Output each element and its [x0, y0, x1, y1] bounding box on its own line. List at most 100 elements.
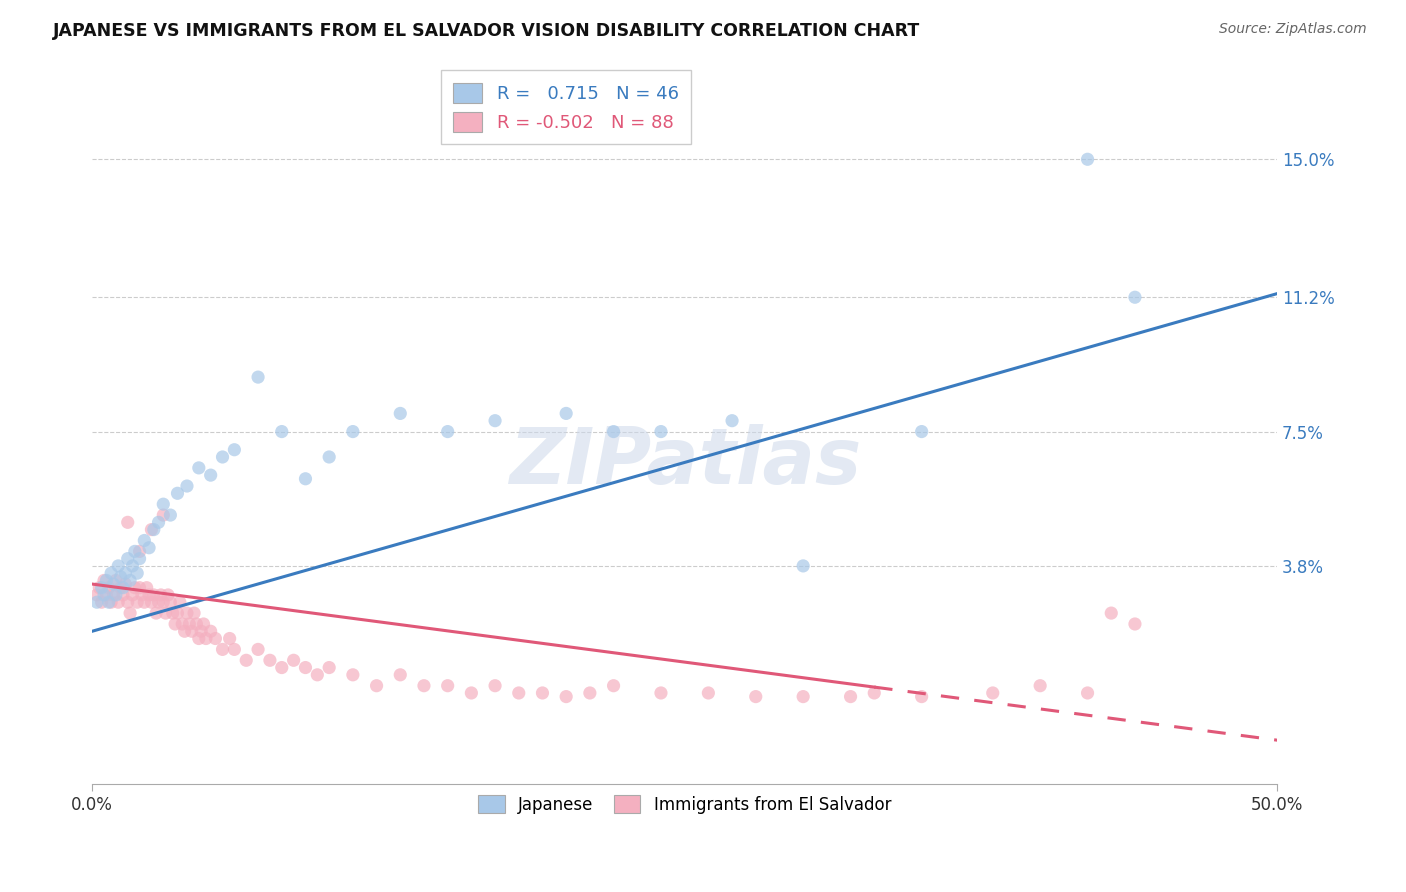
Point: [110, 581, 132, 595]
Point: [145, 606, 167, 620]
Point: [128, 581, 150, 595]
Point: [152, 595, 174, 609]
Point: [211, 450, 233, 464]
Point: [127, 566, 149, 581]
Point: [176, 479, 198, 493]
Point: [200, 468, 222, 483]
Point: [90, 581, 112, 595]
Point: [602, 425, 624, 439]
Point: [200, 624, 222, 639]
Point: [1077, 153, 1099, 167]
Point: [141, 523, 163, 537]
Point: [179, 617, 201, 632]
Point: [792, 690, 814, 704]
Point: [1029, 679, 1052, 693]
Point: [120, 574, 142, 588]
Point: [193, 617, 215, 632]
Point: [124, 544, 146, 558]
Point: [211, 642, 233, 657]
Point: [120, 606, 142, 620]
Point: [159, 508, 181, 522]
Point: [127, 595, 149, 609]
Point: [911, 690, 934, 704]
Point: [128, 551, 150, 566]
Point: [247, 370, 270, 384]
Point: [413, 679, 436, 693]
Point: [156, 588, 179, 602]
Point: [186, 617, 208, 632]
Point: [89, 581, 111, 595]
Point: [366, 679, 388, 693]
Point: [100, 595, 122, 609]
Point: [172, 617, 194, 632]
Point: [650, 425, 672, 439]
Point: [166, 606, 188, 620]
Point: [96, 574, 118, 588]
Point: [155, 606, 177, 620]
Point: [579, 686, 602, 700]
Point: [103, 577, 125, 591]
Point: [259, 653, 281, 667]
Point: [121, 588, 143, 602]
Point: [134, 595, 156, 609]
Point: [389, 668, 412, 682]
Point: [190, 624, 212, 639]
Point: [134, 533, 156, 548]
Point: [224, 442, 246, 457]
Point: [103, 588, 125, 602]
Point: [110, 570, 132, 584]
Text: Source: ZipAtlas.com: Source: ZipAtlas.com: [1219, 22, 1367, 37]
Point: [152, 508, 174, 522]
Point: [318, 450, 340, 464]
Point: [100, 566, 122, 581]
Point: [138, 541, 160, 555]
Legend: Japanese, Immigrants from El Salvador: Japanese, Immigrants from El Salvador: [467, 783, 903, 825]
Point: [721, 414, 744, 428]
Point: [173, 624, 195, 639]
Point: [981, 686, 1004, 700]
Point: [97, 581, 120, 595]
Point: [104, 588, 127, 602]
Point: [484, 679, 506, 693]
Point: [294, 660, 316, 674]
Point: [180, 624, 202, 639]
Point: [96, 588, 118, 602]
Point: [697, 686, 720, 700]
Point: [1123, 617, 1146, 632]
Point: [149, 588, 172, 602]
Point: [187, 461, 209, 475]
Point: [294, 472, 316, 486]
Point: [135, 581, 157, 595]
Text: JAPANESE VS IMMIGRANTS FROM EL SALVADOR VISION DISABILITY CORRELATION CHART: JAPANESE VS IMMIGRANTS FROM EL SALVADOR …: [53, 22, 921, 40]
Point: [1077, 686, 1099, 700]
Point: [839, 690, 862, 704]
Point: [142, 523, 165, 537]
Point: [1099, 606, 1122, 620]
Point: [152, 497, 174, 511]
Point: [235, 653, 257, 667]
Point: [117, 516, 139, 530]
Point: [117, 595, 139, 609]
Point: [342, 668, 364, 682]
Point: [863, 686, 886, 700]
Point: [342, 425, 364, 439]
Point: [183, 606, 205, 620]
Point: [148, 516, 170, 530]
Point: [142, 588, 165, 602]
Point: [1123, 290, 1146, 304]
Point: [187, 632, 209, 646]
Point: [169, 595, 191, 609]
Point: [93, 588, 115, 602]
Point: [107, 595, 129, 609]
Point: [602, 679, 624, 693]
Point: [194, 632, 217, 646]
Point: [90, 595, 112, 609]
Point: [166, 486, 188, 500]
Point: [436, 425, 458, 439]
Point: [159, 595, 181, 609]
Point: [93, 574, 115, 588]
Point: [107, 558, 129, 573]
Point: [555, 406, 578, 420]
Point: [218, 632, 240, 646]
Point: [307, 668, 329, 682]
